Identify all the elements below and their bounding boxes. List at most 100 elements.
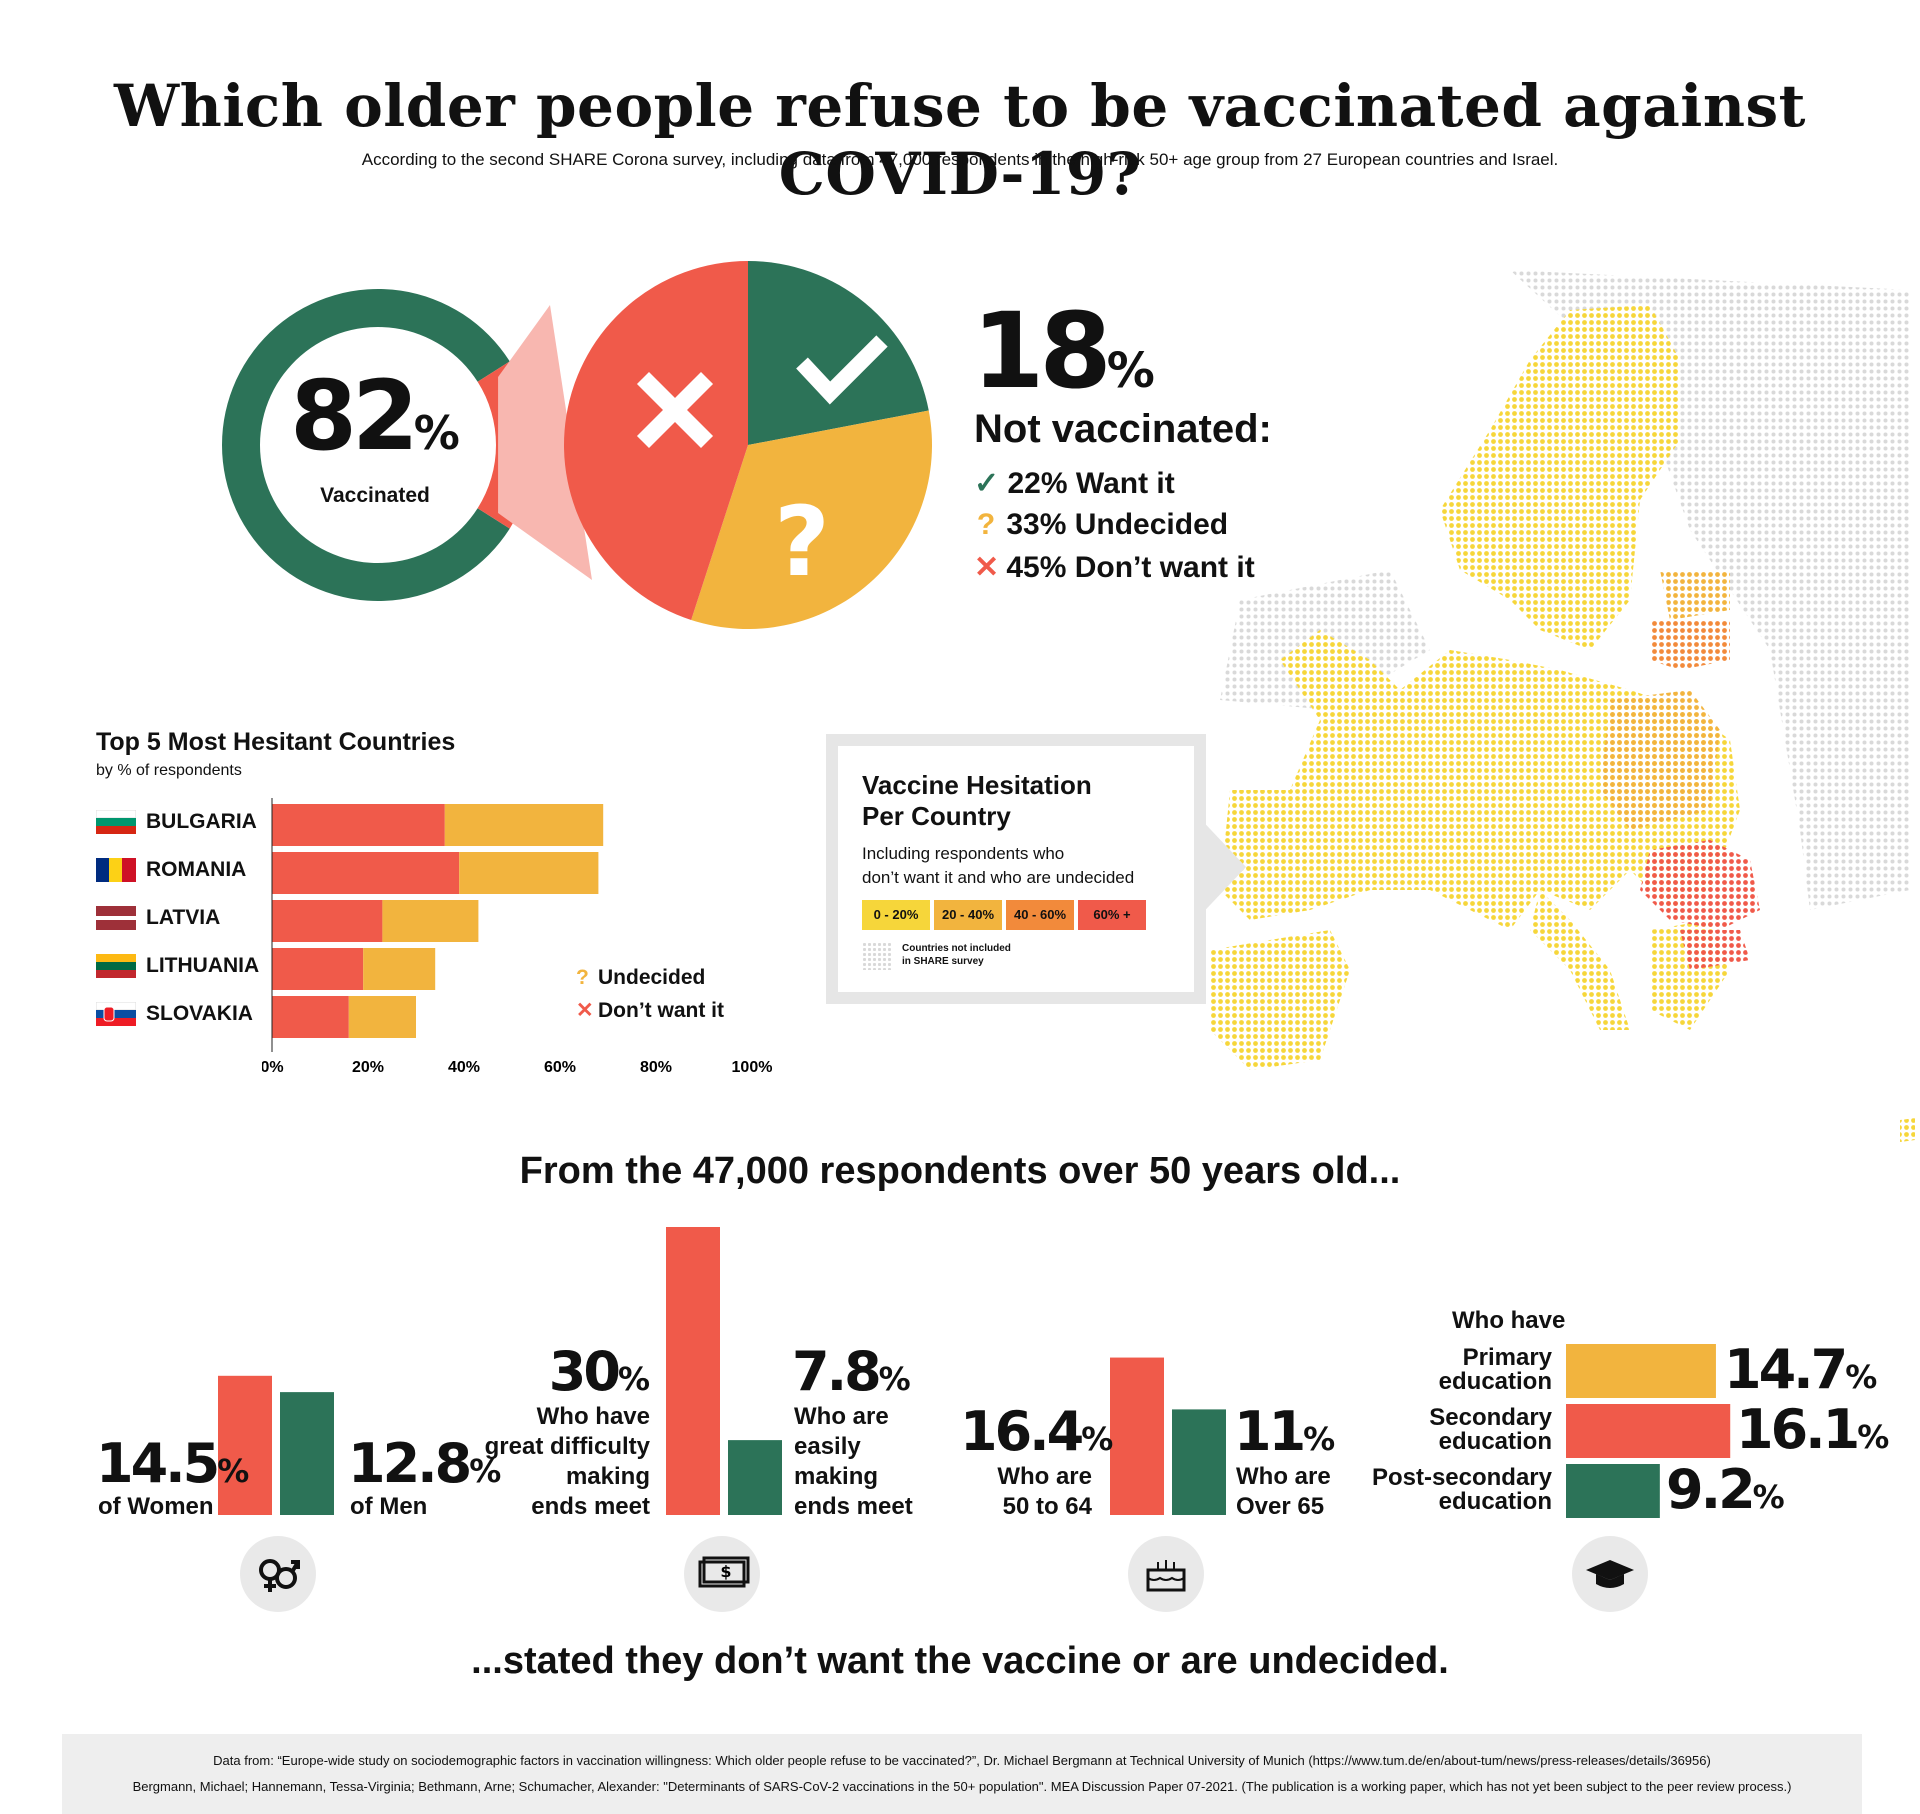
top5-bar-chart: 0% 20% 40% 60% 80% 100% <box>262 798 772 1076</box>
map-non-survey <box>1510 270 1910 910</box>
secondary-value: 16.1% <box>1736 1398 1890 1461</box>
bar-bulgaria-undecided <box>444 804 604 846</box>
vaccinated-value: 82% <box>290 360 460 472</box>
legend-undecided: ? Undecided <box>576 966 706 989</box>
respondents-heading: From the 47,000 respondents over 50 year… <box>519 1150 1401 1192</box>
bar-women <box>218 1375 272 1515</box>
page-subtitle: According to the second SHARE Corona sur… <box>361 150 1559 169</box>
x-tick-label: 0% <box>262 1059 284 1076</box>
demographic-bar-charts <box>218 1227 1731 1518</box>
bar-age-over-65 <box>1172 1409 1226 1515</box>
graduation-cap-icon <box>1572 1536 1648 1612</box>
easily-value: 7.8% <box>792 1340 911 1403</box>
bar-great-difficulty <box>666 1227 720 1515</box>
map-20-40-region <box>1600 690 1720 830</box>
country-latvia: LATVIA <box>96 906 220 935</box>
bar-romania-dont-want <box>272 852 460 894</box>
legend-swatch-20-40: 20 - 40% <box>934 900 1002 930</box>
money-icon: $ <box>684 1536 760 1612</box>
bar-latvia-dont-want <box>272 900 383 942</box>
cross-icon: ✕ <box>576 999 594 1022</box>
postsec-value: 9.2% <box>1666 1458 1785 1521</box>
bar-slovakia-dont-want <box>272 996 349 1038</box>
source-line-1: Data from: “Europe-wide study on sociode… <box>213 1753 1711 1768</box>
slovakia-flag-icon <box>95 1001 137 1026</box>
legend-swatch-40-60: 40 - 60% <box>1006 900 1074 930</box>
country-bulgaria: BULGARIA <box>95 809 257 839</box>
x-tick-label: 60% <box>544 1059 576 1076</box>
want-it-item: ✓ 22% Want it <box>974 467 1175 500</box>
top5-title: Top 5 Most Hesitant Countries <box>96 728 456 756</box>
not-vaccinated-label: Not vaccinated: <box>974 407 1272 451</box>
closing-statement: ...stated they don’t want the vaccine or… <box>471 1640 1449 1682</box>
top5-subtitle: by % of respondents <box>96 762 242 779</box>
pie-connector <box>498 305 592 580</box>
bar-slovakia-undecided <box>348 996 416 1038</box>
map-legend-desc-1: Including respondents who <box>862 844 1065 863</box>
map-bulgaria <box>1680 930 1750 970</box>
men-label: of Men <box>350 1493 428 1520</box>
bar-lithuania-dont-want <box>272 948 364 990</box>
country-slovakia: SLOVAKIA <box>95 1001 253 1031</box>
bar-post-secondary-education <box>1566 1464 1660 1518</box>
question-icon: ? <box>576 966 589 989</box>
bar-age-50-64 <box>1110 1357 1164 1515</box>
bar-bulgaria-dont-want <box>272 804 445 846</box>
age-50-64-value: 16.4% <box>960 1400 1114 1463</box>
romania-flag-icon <box>96 858 136 882</box>
question-icon: ? <box>774 486 830 598</box>
birthday-cake-icon <box>1128 1536 1204 1612</box>
legend-swatch-60-plus: 60% + <box>1078 900 1146 930</box>
age-over-65-label: Who are Over 65 <box>1236 1463 1331 1520</box>
map-legend-title-1: Vaccine Hesitation <box>862 770 1092 800</box>
vaccination-pie-charts: ? <box>222 261 932 629</box>
easily-label: Who are easily making ends meet <box>794 1403 913 1520</box>
women-value: 14.5% <box>96 1432 250 1495</box>
bar-lithuania-undecided <box>363 948 436 990</box>
map-legend-title-2: Per Country <box>862 801 1011 831</box>
source-line-2: Bergmann, Michael; Hannemann, Tessa-Virg… <box>132 1779 1792 1794</box>
dont-want-item: ✕ 45% Don’t want it <box>974 551 1255 584</box>
not-included-label-2: in SHARE survey <box>902 956 984 967</box>
map-iberia <box>1210 930 1350 1070</box>
bulgaria-flag-icon <box>95 809 137 834</box>
difficulty-label: Who have great difficulty making ends meet <box>484 1403 650 1520</box>
men-value: 12.8% <box>348 1432 502 1495</box>
map-romania <box>1640 840 1760 930</box>
not-vaccinated-value: 18% <box>972 290 1155 412</box>
map-legend-box: Vaccine Hesitation Per Country Including… <box>826 734 1206 1004</box>
map-scandinavia <box>1440 305 1680 650</box>
pie-slice-undecided <box>691 410 932 629</box>
bar-secondary-education <box>1566 1404 1731 1458</box>
x-tick-label: 20% <box>352 1059 384 1076</box>
country-romania: ROMANIA <box>96 858 246 887</box>
check-icon: ✓ <box>974 467 1000 500</box>
country-lithuania: LITHUANIA <box>96 954 259 983</box>
map-baltics-north <box>1660 570 1730 620</box>
legend-swatch-0-20: 0 - 20% <box>862 900 930 930</box>
question-icon: ? <box>976 508 996 541</box>
pie-slice-want-it <box>748 261 929 445</box>
map-legend-desc-2: don’t want it and who are undecided <box>862 868 1135 887</box>
secondary-label: Secondary education <box>1429 1404 1552 1455</box>
education-heading: Who have <box>1452 1307 1566 1334</box>
bar-men <box>280 1392 334 1515</box>
primary-label: Primary education <box>1438 1344 1552 1395</box>
cross-icon: ✕ <box>974 551 1000 584</box>
not-included-swatch <box>862 942 892 970</box>
source-footer: Data from: “Europe-wide study on sociode… <box>62 1734 1862 1814</box>
lithuania-flag-icon <box>96 954 136 978</box>
x-tick-label: 80% <box>640 1059 672 1076</box>
undecided-item: ? 33% Undecided <box>974 508 1228 542</box>
check-icon <box>796 335 888 405</box>
svg-text:$: $ <box>720 1562 731 1581</box>
page-title: Which older people refuse to be vaccinat… <box>114 72 1806 208</box>
difficulty-value: 30% <box>548 1340 650 1403</box>
latvia-flag-icon <box>96 906 136 930</box>
map-cyprus <box>1900 1118 1915 1142</box>
cross-icon <box>636 371 714 449</box>
bar-latvia-undecided <box>382 900 479 942</box>
bar-easily <box>728 1440 782 1515</box>
not-vaccinated-pie <box>564 261 932 629</box>
primary-value: 14.7% <box>1724 1338 1878 1401</box>
